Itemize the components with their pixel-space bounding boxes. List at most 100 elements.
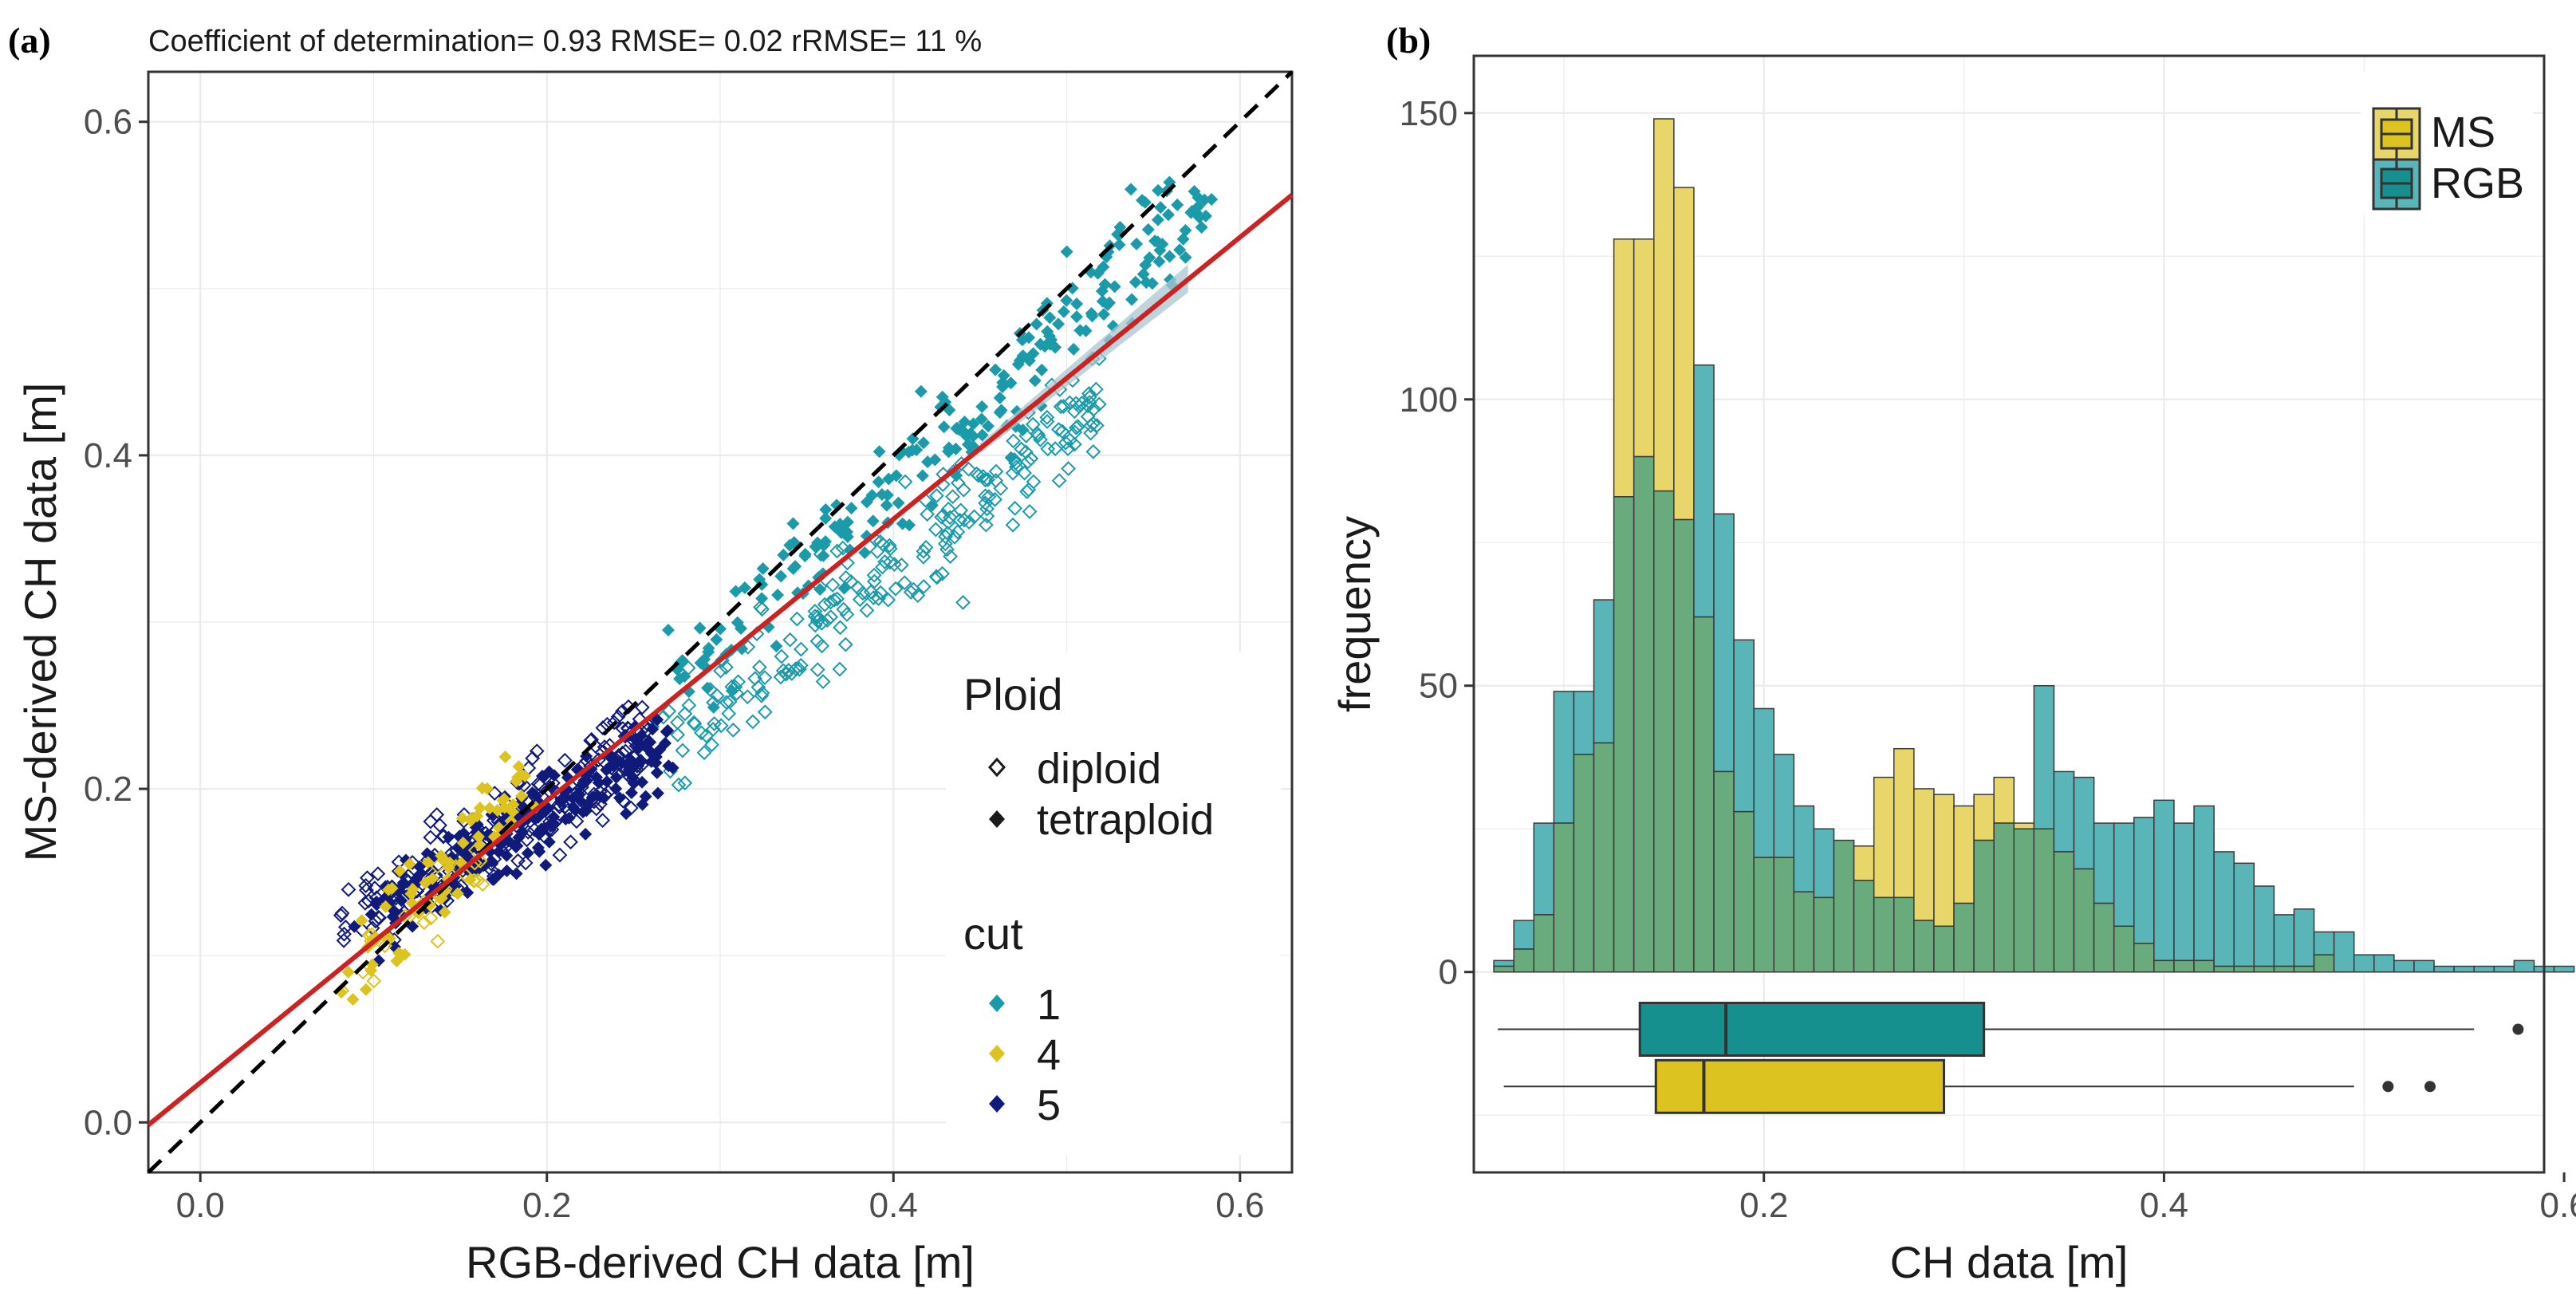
data-point	[1057, 305, 1070, 318]
rgb-bar	[1593, 599, 1615, 744]
data-point	[928, 522, 943, 538]
data-point	[916, 549, 932, 565]
overlap-bar	[1873, 896, 1895, 973]
data-point	[1070, 297, 1084, 311]
data-point	[978, 488, 993, 504]
ms-bar	[1633, 238, 1655, 458]
data-point	[889, 469, 903, 483]
data-point	[366, 973, 382, 989]
data-point	[610, 709, 626, 725]
overlap-bar	[2013, 828, 2035, 973]
data-point	[1091, 396, 1107, 412]
overlap-bar	[1833, 839, 1855, 973]
data-point	[774, 569, 788, 583]
data-point	[823, 594, 838, 610]
data-point	[442, 830, 455, 844]
data-point	[1060, 294, 1073, 307]
data-point	[774, 648, 790, 664]
overlap-bar	[2293, 965, 2315, 973]
rgb-bar	[2273, 914, 2295, 967]
data-point	[981, 420, 995, 433]
rgb-bar	[2293, 908, 2315, 967]
rgb-bar	[1813, 828, 1835, 899]
data-point	[675, 743, 691, 758]
legend-ploid-title: Ploid	[963, 669, 1063, 719]
data-point	[832, 661, 848, 677]
data-point	[1081, 386, 1097, 401]
data-point	[1113, 238, 1126, 251]
data-point	[393, 864, 407, 877]
rgb-bar	[2093, 822, 2115, 904]
overlap-bar	[1973, 839, 1995, 973]
x-tick-label: 0.4	[2140, 1186, 2188, 1225]
data-point	[1051, 473, 1067, 488]
data-point	[1018, 427, 1034, 443]
data-point	[370, 866, 386, 882]
ms-bar	[1653, 118, 1675, 492]
overlap-bar	[1893, 896, 1915, 973]
data-point	[1125, 293, 1139, 306]
data-point	[360, 893, 376, 909]
rgb-bar	[2173, 822, 2195, 962]
data-point	[798, 550, 812, 563]
data-point	[921, 455, 935, 469]
data-point	[451, 887, 464, 900]
panel-a-scatter: (a) Coefficient of determination= 0.93 R…	[8, 20, 1294, 1287]
data-point	[823, 609, 839, 625]
rgb-bar	[2313, 931, 2335, 955]
data-point	[838, 569, 854, 585]
data-point	[1195, 220, 1208, 234]
overlap-bar	[1773, 857, 1795, 973]
data-point	[506, 798, 520, 811]
data-point	[432, 818, 447, 833]
panel-a-y-axis-title: MS-derived CH data [m]	[15, 383, 65, 862]
data-point	[1054, 424, 1070, 439]
legend-cut-1-marker	[989, 995, 1005, 1012]
data-point	[786, 561, 800, 575]
data-point	[341, 965, 355, 979]
data-point	[461, 886, 475, 900]
data-point	[1151, 213, 1164, 227]
panel-b-boxplots	[1498, 1002, 2524, 1114]
data-point	[833, 620, 848, 636]
overlap-bar	[2153, 959, 2175, 973]
rgb-bar	[1713, 513, 1735, 773]
data-point	[880, 592, 896, 608]
data-point	[398, 948, 412, 961]
outlier-point	[2512, 1023, 2524, 1035]
data-point	[1039, 414, 1055, 429]
data-point	[1043, 337, 1057, 351]
data-point	[740, 639, 756, 655]
data-point	[1096, 294, 1109, 308]
data-point	[875, 559, 890, 575]
data-point	[845, 502, 858, 515]
data-point	[1018, 444, 1034, 460]
data-point	[975, 400, 989, 413]
data-point	[600, 774, 613, 788]
data-point	[925, 498, 939, 512]
data-point	[547, 810, 561, 824]
data-point	[529, 743, 545, 759]
data-point	[466, 873, 482, 888]
data-point	[399, 853, 412, 867]
data-point	[934, 400, 947, 414]
data-point	[789, 611, 805, 627]
rgb-bar	[2353, 954, 2375, 973]
data-point	[739, 689, 755, 705]
rgb-bar	[2433, 965, 2455, 973]
data-point	[829, 543, 845, 559]
legend-rgb-key	[2372, 158, 2421, 211]
data-point	[713, 718, 729, 734]
data-point	[852, 592, 868, 608]
data-point	[438, 905, 451, 919]
overlap-bar	[1633, 455, 1655, 973]
overlap-bar	[1673, 518, 1695, 973]
data-point	[993, 391, 1006, 404]
data-point	[757, 704, 773, 720]
data-point	[713, 663, 728, 679]
data-point	[333, 908, 349, 924]
data-point	[510, 853, 526, 869]
data-point	[1130, 237, 1144, 250]
data-point	[348, 920, 361, 933]
overlap-bar	[2093, 902, 2115, 973]
